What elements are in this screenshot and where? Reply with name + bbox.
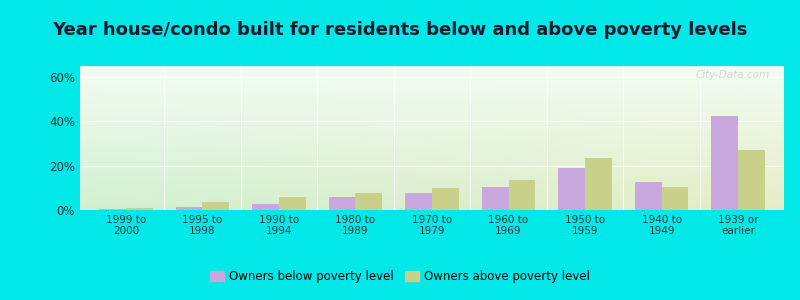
Bar bbox=[509, 180, 535, 210]
Text: Year house/condo built for residents below and above poverty levels: Year house/condo built for residents bel… bbox=[52, 21, 748, 39]
Bar bbox=[662, 187, 688, 210]
Bar bbox=[99, 209, 126, 210]
Bar bbox=[432, 188, 458, 210]
Bar bbox=[406, 194, 432, 210]
Bar bbox=[711, 116, 738, 210]
Bar bbox=[279, 197, 306, 210]
Bar bbox=[126, 208, 153, 210]
Legend: Owners below poverty level, Owners above poverty level: Owners below poverty level, Owners above… bbox=[205, 266, 595, 288]
Bar bbox=[482, 187, 509, 210]
Bar bbox=[355, 194, 382, 210]
Bar bbox=[329, 197, 355, 210]
Bar bbox=[738, 150, 765, 210]
Bar bbox=[558, 168, 585, 210]
Bar bbox=[585, 158, 612, 210]
Bar bbox=[202, 202, 230, 210]
Text: City-Data.com: City-Data.com bbox=[696, 70, 770, 80]
Bar bbox=[634, 182, 662, 210]
Bar bbox=[176, 207, 202, 210]
Bar bbox=[252, 205, 279, 210]
